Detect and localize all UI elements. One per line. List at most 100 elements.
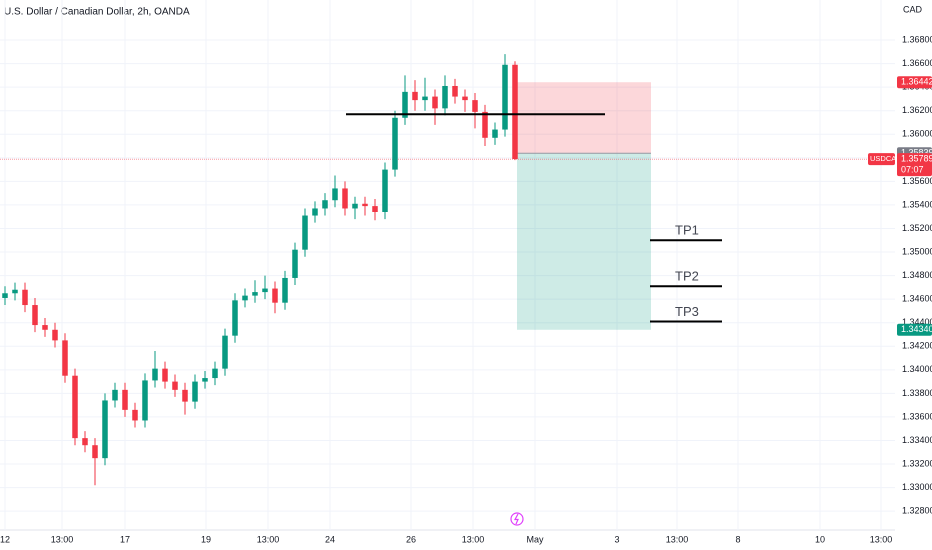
candle-body bbox=[102, 400, 108, 459]
candle-body bbox=[512, 64, 518, 159]
candle-body bbox=[262, 288, 268, 293]
price-label-box bbox=[897, 76, 932, 89]
x-tick-label: 26 bbox=[406, 534, 416, 544]
y-tick-label: 1.34200 bbox=[902, 341, 932, 351]
candle-body bbox=[22, 289, 28, 306]
candle-body bbox=[12, 289, 18, 294]
candle-body bbox=[452, 85, 458, 97]
y-tick-label: 1.33800 bbox=[902, 388, 932, 398]
x-tick-label: 13:00 bbox=[257, 534, 280, 544]
candle-body bbox=[122, 389, 128, 410]
candle-body bbox=[482, 111, 488, 138]
y-tick-label: 1.34600 bbox=[902, 294, 932, 304]
y-tick-label: 1.35600 bbox=[902, 176, 932, 186]
candle-body bbox=[72, 375, 78, 439]
y-tick-label: 1.34400 bbox=[902, 317, 932, 327]
candle-body bbox=[192, 381, 198, 402]
event-bolt bbox=[513, 513, 519, 525]
line-label: TP2 bbox=[675, 269, 699, 284]
y-tick-label: 1.36200 bbox=[902, 105, 932, 115]
candle-body bbox=[202, 378, 208, 382]
candle-body bbox=[412, 91, 418, 101]
candle-body bbox=[432, 96, 438, 109]
x-tick-label: 19 bbox=[201, 534, 211, 544]
candle-body bbox=[302, 215, 308, 250]
y-tick-label: 1.35000 bbox=[902, 246, 932, 256]
currency-label: CAD bbox=[903, 4, 923, 14]
chart-title: U.S. Dollar / Canadian Dollar, 2h, OANDA bbox=[4, 7, 190, 18]
x-tick-label: 12 bbox=[0, 534, 10, 544]
candle-body bbox=[242, 295, 248, 301]
y-tick-label: 1.35200 bbox=[902, 223, 932, 233]
x-tick-label: 13:00 bbox=[666, 534, 689, 544]
stop-zone bbox=[517, 82, 651, 154]
x-tick-label: 10 bbox=[815, 534, 825, 544]
candle-body bbox=[332, 188, 338, 201]
last-price-box bbox=[897, 153, 932, 177]
target-zone bbox=[517, 153, 651, 330]
x-tick-label: 13:00 bbox=[870, 534, 893, 544]
y-tick-label: 1.35400 bbox=[902, 199, 932, 209]
price-label: 1.35839 bbox=[901, 148, 932, 158]
price-label: 1.36442 bbox=[901, 77, 932, 87]
candle-body bbox=[382, 169, 388, 212]
x-tick-label: 13:00 bbox=[51, 534, 74, 544]
candle-body bbox=[502, 64, 508, 130]
x-tick-label: 24 bbox=[325, 534, 335, 544]
price-label: 1.34340 bbox=[901, 324, 932, 334]
candle-body bbox=[422, 96, 428, 101]
candle-body bbox=[342, 188, 348, 209]
candle-body bbox=[52, 329, 58, 341]
candle-body bbox=[62, 340, 68, 376]
line-label: TP3 bbox=[675, 304, 699, 319]
symbol-box bbox=[868, 153, 895, 166]
x-tick-label: 3 bbox=[614, 534, 619, 544]
x-tick-label: 8 bbox=[735, 534, 740, 544]
y-tick-label: 1.33000 bbox=[902, 482, 932, 492]
candle-body bbox=[362, 203, 368, 207]
x-tick-label: May bbox=[526, 534, 544, 544]
candle-body bbox=[132, 409, 138, 421]
candle-body bbox=[472, 100, 478, 112]
candle-body bbox=[292, 249, 298, 278]
candle-body bbox=[152, 368, 158, 381]
price-label-box bbox=[897, 323, 932, 336]
candle-body bbox=[322, 200, 328, 209]
y-tick-label: 1.33600 bbox=[902, 411, 932, 421]
candle-body bbox=[442, 85, 448, 109]
candle-body bbox=[212, 368, 218, 379]
candle-body bbox=[462, 96, 468, 101]
y-tick-label: 1.34000 bbox=[902, 364, 932, 374]
candle-body bbox=[172, 381, 178, 390]
y-tick-label: 1.36800 bbox=[902, 34, 932, 44]
candle-body bbox=[272, 288, 278, 303]
y-tick-label: 1.34800 bbox=[902, 270, 932, 280]
candle-body bbox=[162, 368, 168, 382]
y-tick-label: 1.36600 bbox=[902, 58, 932, 68]
candle-body bbox=[252, 292, 258, 296]
y-tick-label: 1.36000 bbox=[902, 129, 932, 139]
x-tick-label: 17 bbox=[120, 534, 130, 544]
candle-body bbox=[282, 277, 288, 303]
event-icon[interactable] bbox=[510, 512, 524, 526]
candle-body bbox=[492, 129, 498, 138]
candle-body bbox=[32, 305, 38, 326]
y-tick-label: 1.33400 bbox=[902, 435, 932, 445]
candle-body bbox=[182, 389, 188, 402]
candle-body bbox=[2, 293, 8, 298]
candle-body bbox=[372, 206, 378, 212]
candle-body bbox=[42, 325, 48, 330]
candle-body bbox=[402, 91, 408, 118]
candle-body bbox=[352, 203, 358, 209]
candle-body bbox=[312, 208, 318, 216]
candle-body bbox=[392, 117, 398, 170]
y-tick-label: 1.32800 bbox=[902, 506, 932, 516]
line-label: TP1 bbox=[675, 223, 699, 238]
symbol-label: USDCAD bbox=[870, 154, 902, 163]
candle-body bbox=[112, 389, 118, 401]
candle-body bbox=[142, 380, 148, 421]
last-price-label: 1.35789 bbox=[901, 153, 932, 163]
candle-body bbox=[92, 445, 98, 459]
